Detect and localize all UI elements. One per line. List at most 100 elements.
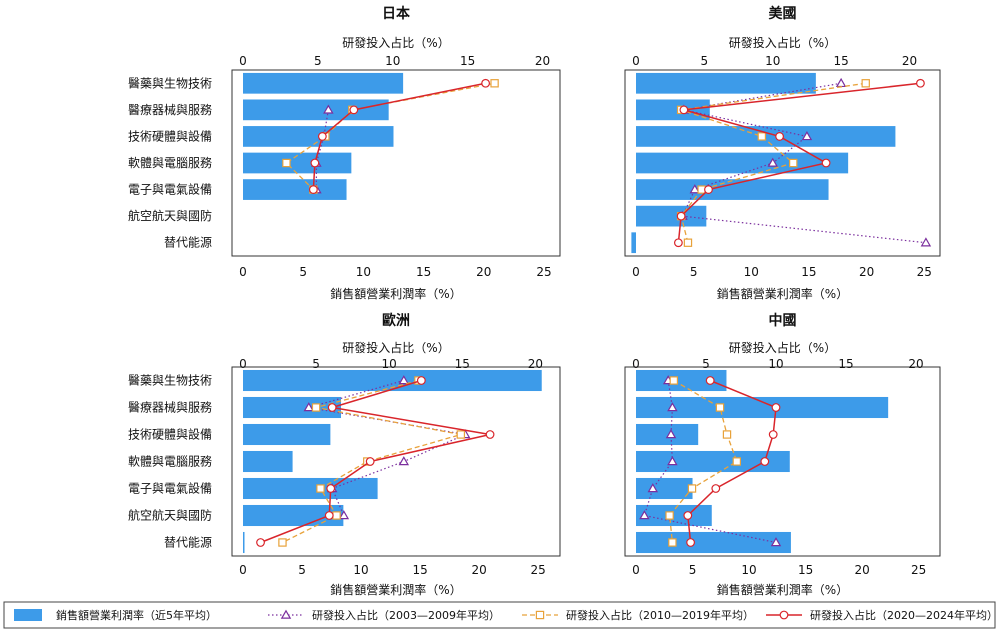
bottom-tick-label: 10 [353, 563, 368, 577]
marker-circle [683, 511, 693, 520]
category-label: 醫藥與生物技術 [128, 374, 212, 388]
marker-circle [676, 211, 686, 221]
bottom-tick-label: 0 [632, 265, 640, 279]
marker-square [490, 79, 499, 88]
marker-triangle [398, 456, 410, 466]
marker-circle [704, 185, 713, 194]
legend-frame [3, 601, 996, 629]
top-tick-label: 0 [632, 54, 640, 68]
top-axis-label: 研發投入占比（%） [342, 340, 449, 355]
bottom-axis-label: 銷售額營業利潤率（%） [717, 582, 848, 597]
bottom-tick-label: 5 [298, 563, 306, 577]
category-label: 醫療器械與服務 [128, 102, 212, 117]
marker-square [282, 158, 291, 168]
legend-label: 銷售額營業利潤率（近5年平均） [56, 608, 217, 622]
top-tick-label: 15 [833, 54, 848, 68]
marker-triangle [338, 510, 350, 520]
bottom-axis-label: 銷售額營業利潤率（%） [717, 286, 848, 301]
marker-square [732, 457, 742, 466]
bottom-tick-label: 25 [536, 265, 551, 279]
category-label: 技術硬體與設備 [128, 427, 212, 442]
marker-triangle [323, 104, 334, 114]
bottom-tick-label: 10 [356, 265, 371, 279]
marker-circle [821, 158, 831, 168]
marker-triangle [647, 483, 659, 493]
top-tick-label: 5 [314, 54, 322, 68]
bottom-tick-label: 5 [299, 265, 307, 279]
bar [243, 152, 352, 174]
bar [243, 72, 404, 94]
marker-triangle [801, 131, 813, 141]
marker-triangle [280, 609, 292, 619]
bar [243, 504, 344, 527]
marker-triangle [835, 77, 847, 88]
marker-triangle [667, 402, 678, 412]
marker-circle [760, 457, 770, 466]
marker-circle [775, 132, 784, 141]
top-tick-label: 5 [312, 357, 320, 371]
category-label: 電子與電氣設備 [128, 182, 212, 197]
bar [636, 531, 791, 554]
chart-title: 日本 [382, 5, 411, 22]
bar [636, 205, 707, 227]
top-tick-label: 0 [239, 357, 247, 371]
marker-square [668, 538, 677, 547]
marker-square [715, 403, 725, 412]
bottom-tick-label: 5 [689, 563, 697, 577]
legend-swatch-bar [14, 609, 42, 621]
bar [243, 423, 331, 446]
bottom-tick-label: 25 [531, 563, 546, 577]
marker-triangle [767, 157, 778, 167]
top-tick-label: 20 [908, 357, 923, 371]
category-label: 電子與電氣設備 [128, 481, 212, 496]
marker-triangle [920, 237, 932, 247]
category-label: 替代能源 [164, 536, 212, 550]
marker-square [316, 484, 325, 493]
bar [636, 72, 816, 94]
marker-circle [326, 484, 336, 493]
bar [243, 396, 342, 419]
marker-triangle [770, 537, 782, 547]
marker-square [669, 376, 679, 385]
marker-circle [771, 403, 781, 412]
top-tick-label: 0 [239, 54, 247, 68]
marker-square [757, 132, 767, 141]
marker-circle [673, 238, 683, 248]
bottom-tick-label: 15 [798, 563, 813, 577]
series-line-s2003 [315, 109, 329, 190]
marker-triangle [303, 402, 315, 412]
bar [243, 179, 347, 200]
category-label: 航空航天與國防 [128, 508, 212, 523]
bottom-tick-label: 15 [412, 563, 427, 577]
marker-circle [349, 105, 359, 115]
marker-square [861, 79, 870, 88]
top-tick-label: 20 [528, 357, 543, 371]
marker-circle [365, 457, 375, 466]
marker-square [687, 484, 697, 493]
top-tick-label: 10 [385, 54, 400, 68]
bar [636, 369, 727, 392]
marker-square [278, 538, 287, 547]
marker-triangle [665, 429, 677, 439]
marker-circle [481, 78, 491, 88]
top-tick-label: 15 [838, 357, 853, 371]
top-axis-label: 研發投入占比（%） [342, 35, 449, 50]
marker-triangle [639, 510, 650, 520]
category-label: 軟體與電腦服務 [128, 454, 212, 469]
marker-square [311, 403, 321, 412]
bar [631, 232, 636, 254]
bottom-tick-label: 20 [472, 563, 487, 577]
marker-circle [324, 511, 334, 520]
bar [243, 450, 293, 473]
category-label: 航空航天與國防 [128, 208, 212, 223]
marker-circle [779, 610, 789, 620]
bar [243, 531, 245, 554]
top-tick-label: 10 [768, 357, 783, 371]
bar [636, 477, 693, 500]
bar [636, 450, 790, 473]
bar [636, 423, 699, 446]
marker-circle [705, 376, 715, 385]
bottom-tick-label: 20 [476, 265, 491, 279]
